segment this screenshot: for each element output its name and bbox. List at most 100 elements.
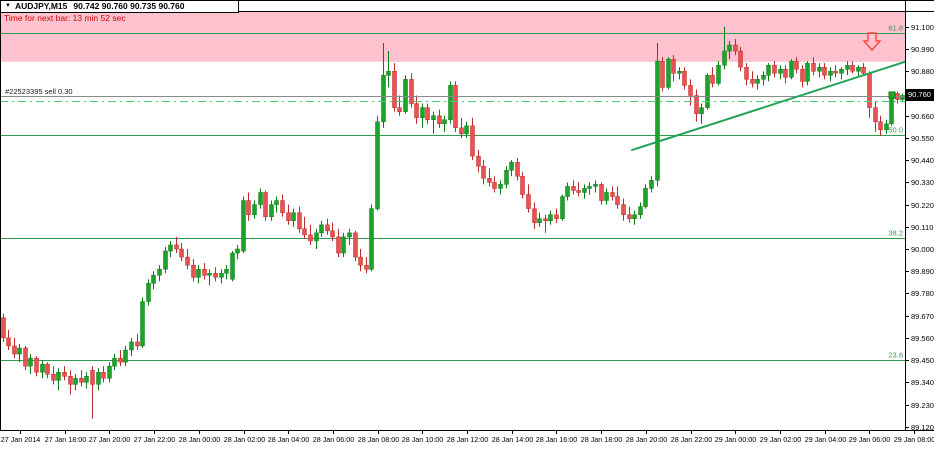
chevron-down-icon[interactable]: ▼ [5,3,11,9]
candle [817,66,822,72]
candle [750,79,755,84]
candle [783,68,788,78]
time-tick-label: 28 Jan 20:00 [626,435,668,444]
candle [118,357,123,363]
candle [604,192,609,201]
candle [168,244,173,252]
position-marker-square [888,91,896,99]
candle [112,357,117,367]
candle [548,214,553,221]
candle [900,95,905,100]
candle [353,232,358,258]
candle [219,273,224,278]
candle [504,169,509,185]
candle [655,60,660,181]
candle [196,268,201,278]
time-tick-label: 28 Jan 10:00 [402,435,444,444]
candle [666,58,671,88]
candle [230,252,235,280]
candle [487,178,492,183]
candle [163,250,168,270]
candle [453,85,458,129]
candle [6,337,11,347]
price-tick-label: 90.880 [911,67,934,76]
price-tick-label: 90.440 [911,156,934,165]
time-tick-label: 29 Jan 02:00 [760,435,802,444]
candle [246,200,251,215]
candle [386,71,391,76]
fib-label-23.6: 23.6 [888,351,903,360]
candle [107,365,112,379]
candle [492,182,497,189]
candle [129,341,134,351]
time-tick-label: 27 Jan 2014 [1,435,41,444]
candle [766,64,771,76]
candle [671,58,676,74]
time-tick-label: 28 Jan 18:00 [581,435,623,444]
time-tick-label: 28 Jan 12:00 [447,435,489,444]
time-tick-label: 29 Jan 06:00 [849,435,891,444]
candle [34,357,39,373]
candle [738,50,743,68]
candle [761,75,766,80]
candle [123,349,128,363]
candle [369,208,374,270]
candle [56,371,61,381]
time-tick-label: 28 Jan 16:00 [536,435,578,444]
candle [688,85,693,96]
price-tick-label: 89.340 [911,378,934,387]
candle [442,119,447,125]
time-tick-label: 28 Jan 08:00 [358,435,400,444]
candle [314,232,319,242]
candle [733,44,738,52]
candle [845,64,850,70]
time-tick-label: 28 Jan 04:00 [268,435,310,444]
candle [409,79,414,104]
candle [800,68,805,82]
candle [593,184,598,187]
price-tick-label: 90.550 [911,134,934,143]
candle [850,64,855,72]
candle [274,200,279,205]
candle [543,218,548,221]
candle [341,236,346,254]
price-tick-label: 89.780 [911,289,934,298]
candle [140,301,145,347]
candle [258,192,263,205]
candle [347,232,352,238]
candle [643,188,648,207]
candle [811,62,816,72]
candle [833,71,838,74]
candle [68,376,73,385]
candle [520,176,525,195]
candle [884,123,889,131]
price-tick-label: 90.110 [911,223,933,232]
fib-label-61.8: 61.8 [888,24,903,33]
candle [40,363,45,373]
candle [84,376,89,383]
candle [560,196,565,219]
candle [235,248,240,254]
candle [397,107,402,112]
candle [420,107,425,118]
candle [716,64,721,84]
candle [727,44,732,52]
trendline[interactable] [631,60,906,152]
candle [576,190,581,193]
price-tick-label: 90.990 [911,45,934,54]
candle [873,107,878,123]
current-price-tag: 90.760 [906,89,934,101]
candle [755,79,760,84]
candle [448,85,453,120]
price-tick-label: 90.000 [911,245,934,254]
candle [565,186,570,197]
candle [157,268,162,276]
candle [649,180,654,189]
candle [358,256,363,266]
candle [878,121,883,131]
candle [297,212,302,230]
candle [336,236,341,254]
time-tick-label: 29 Jan 04:00 [805,435,847,444]
time-tick-label: 28 Jan 22:00 [671,435,713,444]
